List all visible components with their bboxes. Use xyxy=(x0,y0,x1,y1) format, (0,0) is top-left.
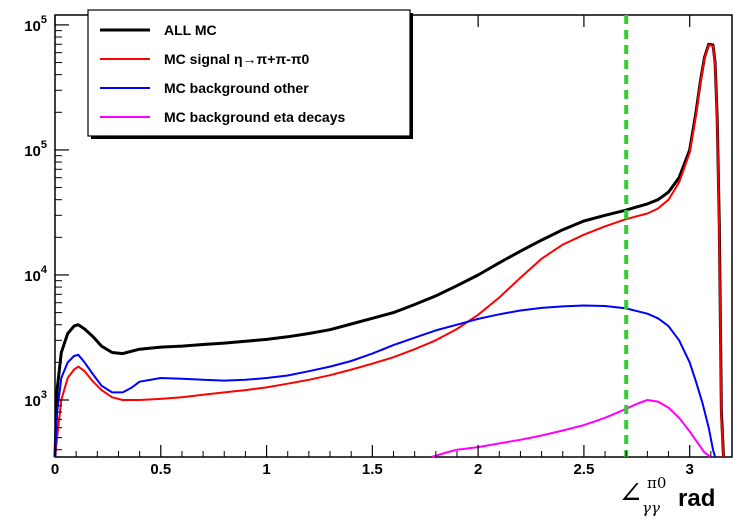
x-tick-label: 0.5 xyxy=(150,461,171,478)
x-axis-symbol: ∠ xyxy=(618,476,643,511)
x-axis-symbol-superscript: π0 xyxy=(647,474,666,492)
legend-shadow xyxy=(410,13,413,139)
y-tick-label: 103 xyxy=(24,389,47,410)
legend-label-2: MC background other xyxy=(164,80,309,96)
x-tick-label: 2.5 xyxy=(573,461,594,478)
legend-shadow xyxy=(91,136,413,139)
legend: ALL MC MC signal η→π+π-π0 MC background ot… xyxy=(87,9,413,139)
x-axis-label: ∠ π0 γγ rad xyxy=(618,474,715,517)
x-axis-symbol-subscript: γγ xyxy=(642,499,660,517)
series-line-3 xyxy=(431,399,712,458)
legend-label-3: MC background eta decays xyxy=(164,109,345,125)
series-line-2 xyxy=(54,304,717,458)
series-layer xyxy=(53,42,725,458)
series-line-1 xyxy=(54,44,725,458)
x-tick-label: 3 xyxy=(686,461,694,478)
y-tick-label: 104 xyxy=(24,264,48,285)
legend-label-0: ALL MC xyxy=(164,22,217,38)
legend-rows: ALL MC MC signal η→π+π-π0 MC background ot… xyxy=(100,22,345,125)
x-tick-label: 1.5 xyxy=(362,461,383,478)
x-tick-label: 0 xyxy=(51,461,59,478)
legend-label-1: MC signal η→π+π-π0 xyxy=(164,51,310,67)
y-tick-label: 105 xyxy=(24,14,47,35)
x-tick-label: 1 xyxy=(262,461,270,478)
x-axis-unit: rad xyxy=(678,485,715,512)
y-tick-label: 105 xyxy=(24,139,47,160)
x-tick-label: 2 xyxy=(474,461,482,478)
